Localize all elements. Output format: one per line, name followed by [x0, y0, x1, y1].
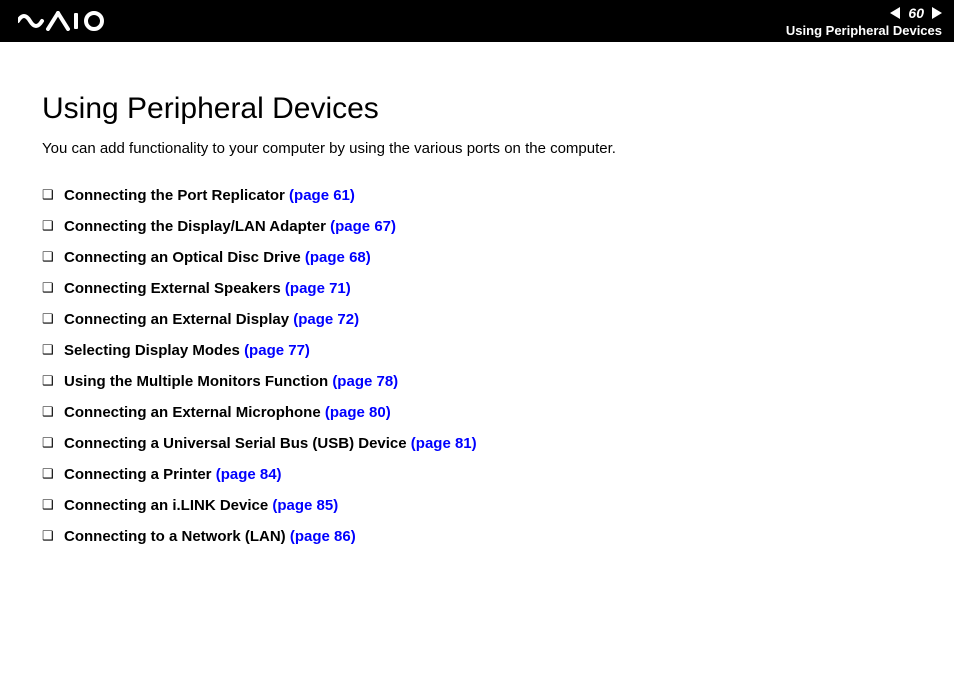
toc-item: Connecting a Printer (page 84) — [64, 464, 912, 485]
toc-page-link[interactable]: (page 78) — [332, 373, 398, 390]
toc-page-link[interactable]: (page 67) — [330, 218, 396, 235]
toc-page-link[interactable]: (page 81) — [411, 435, 477, 452]
toc-label: Connecting External Speakers — [64, 280, 281, 297]
toc-page-link[interactable]: (page 86) — [290, 528, 356, 545]
toc-item: Connecting the Port Replicator (page 61) — [64, 185, 912, 206]
toc-list: Connecting the Port Replicator (page 61)… — [42, 185, 912, 547]
toc-label: Selecting Display Modes — [64, 342, 240, 359]
toc-item: Connecting External Speakers (page 71) — [64, 278, 912, 299]
toc-item: Connecting an External Microphone (page … — [64, 402, 912, 423]
toc-label: Connecting an i.LINK Device — [64, 497, 268, 514]
toc-page-link[interactable]: (page 85) — [272, 497, 338, 514]
toc-label: Connecting an External Display — [64, 311, 289, 328]
toc-label: Connecting a Universal Serial Bus (USB) … — [64, 435, 407, 452]
toc-label: Connecting a Printer — [64, 466, 212, 483]
intro-text: You can add functionality to your comput… — [42, 140, 912, 157]
section-label: Using Peripheral Devices — [786, 23, 942, 38]
toc-item: Selecting Display Modes (page 77) — [64, 340, 912, 361]
toc-page-link[interactable]: (page 80) — [325, 404, 391, 421]
toc-label: Connecting the Display/LAN Adapter — [64, 218, 326, 235]
toc-label: Connecting the Port Replicator — [64, 187, 285, 204]
toc-label: Using the Multiple Monitors Function — [64, 373, 328, 390]
content: Using Peripheral Devices You can add fun… — [0, 42, 954, 547]
toc-item: Connecting an Optical Disc Drive (page 6… — [64, 247, 912, 268]
toc-item: Connecting to a Network (LAN) (page 86) — [64, 526, 912, 547]
toc-page-link[interactable]: (page 84) — [216, 466, 282, 483]
toc-page-link[interactable]: (page 77) — [244, 342, 310, 359]
toc-page-link[interactable]: (page 72) — [293, 311, 359, 328]
toc-label: Connecting an Optical Disc Drive — [64, 249, 301, 266]
toc-page-link[interactable]: (page 61) — [289, 187, 355, 204]
toc-item: Connecting a Universal Serial Bus (USB) … — [64, 433, 912, 454]
page-title: Using Peripheral Devices — [42, 92, 912, 126]
next-page-icon[interactable] — [932, 7, 942, 19]
toc-page-link[interactable]: (page 68) — [305, 249, 371, 266]
prev-page-icon[interactable] — [890, 7, 900, 19]
toc-label: Connecting an External Microphone — [64, 404, 321, 421]
header-bar: 60 Using Peripheral Devices — [0, 0, 954, 42]
toc-item: Connecting the Display/LAN Adapter (page… — [64, 216, 912, 237]
toc-item: Connecting an i.LINK Device (page 85) — [64, 495, 912, 516]
page-number: 60 — [904, 5, 928, 21]
toc-item: Connecting an External Display (page 72) — [64, 309, 912, 330]
header-right: 60 Using Peripheral Devices — [786, 5, 942, 38]
toc-item: Using the Multiple Monitors Function (pa… — [64, 371, 912, 392]
pager: 60 — [890, 5, 942, 21]
toc-page-link[interactable]: (page 71) — [285, 280, 351, 297]
toc-label: Connecting to a Network (LAN) — [64, 528, 286, 545]
vaio-logo — [18, 11, 118, 31]
